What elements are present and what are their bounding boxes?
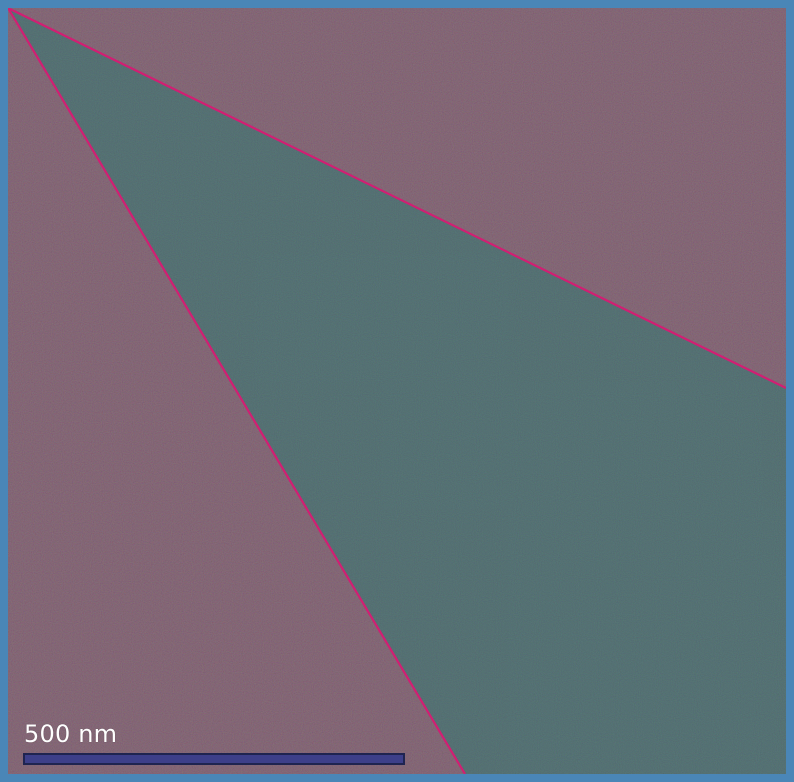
- boundary-line-lower: [8, 8, 466, 774]
- scale-bar-label: 500 nm: [24, 720, 118, 748]
- boundary-line-upper: [8, 8, 786, 389]
- micrograph-viewport: [8, 8, 786, 774]
- micrograph-image: [8, 8, 786, 774]
- scale-bar: [23, 753, 405, 765]
